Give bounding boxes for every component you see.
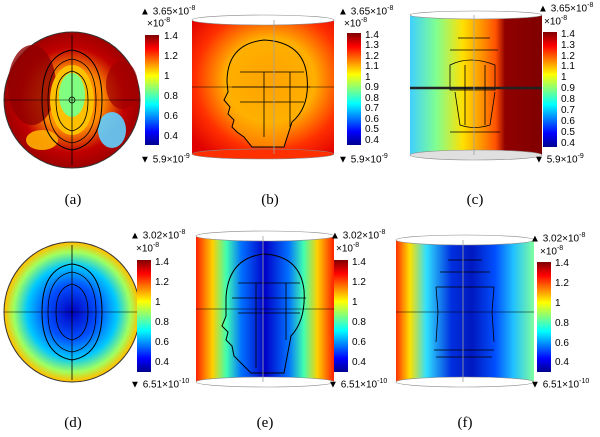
- tick-label: 0.4: [561, 138, 575, 149]
- tick-label: 0.4: [365, 135, 379, 146]
- tick-label: 0.9: [365, 82, 379, 93]
- tick-label: 1.3: [365, 40, 379, 51]
- multiplier: ×10: [147, 18, 164, 30]
- colorbar-gradient: [347, 33, 361, 145]
- tick-label: 0.8: [164, 91, 178, 102]
- tick-label: 1: [555, 298, 561, 309]
- tick-label: 0.5: [561, 127, 575, 138]
- max-value: 3.65: [152, 6, 173, 18]
- tick-label: 1.2: [352, 277, 366, 288]
- tick-label: 1.2: [164, 51, 178, 62]
- caption-e: (e): [256, 415, 274, 431]
- multiplier: ×10: [544, 16, 561, 28]
- max-marker-icon: ▲: [530, 233, 540, 245]
- tick-label: 1.2: [155, 277, 169, 288]
- tick-label: 0.8: [561, 94, 575, 105]
- max-marker-icon: ▲: [538, 3, 548, 15]
- multiplier: ×10: [540, 246, 557, 258]
- field-plot-f: [395, 234, 535, 388]
- min-value: 6.51: [542, 379, 563, 391]
- caption-b: (b): [261, 192, 279, 208]
- min-marker-icon: ▼: [130, 379, 140, 391]
- max-value: 3.02: [542, 233, 563, 245]
- field-plot-e: [195, 230, 335, 388]
- max-value: 3.02: [142, 230, 163, 242]
- tick-label: 0.9: [561, 83, 575, 94]
- tick-label: 1: [561, 72, 567, 83]
- min-marker-icon: ▼: [530, 379, 540, 391]
- tick-label: 1.2: [561, 51, 575, 62]
- tick-label: 1.3: [561, 40, 575, 51]
- tick-label: 1: [365, 72, 371, 83]
- tick-label: 0.8: [365, 93, 379, 104]
- tick-label: 0.6: [164, 111, 178, 122]
- multiplier: ×10: [344, 18, 361, 30]
- colorbar-gradient: [537, 262, 551, 372]
- tick-label: 1: [352, 297, 358, 308]
- max-value: 3.65: [550, 3, 571, 15]
- multiplier: ×10: [136, 243, 153, 255]
- tick-label: 0.4: [164, 131, 178, 142]
- multiplier: ×10: [336, 243, 353, 255]
- tick-label: 1.2: [365, 51, 379, 62]
- field-plot-c: [409, 10, 543, 161]
- min-value: 5.9: [546, 154, 561, 166]
- colorbar-gradient: [543, 32, 557, 147]
- field-plot-d: [3, 241, 141, 383]
- tick-label: 1.4: [561, 29, 575, 40]
- min-value: 6.51: [142, 379, 163, 391]
- max-value: 3.02: [342, 230, 363, 242]
- tick-label: 1.1: [561, 61, 575, 72]
- tick-label: 1.4: [155, 257, 169, 268]
- tick-label: 1: [164, 71, 170, 82]
- tick-label: 0.5: [365, 124, 379, 135]
- caption-f: (f): [457, 415, 473, 431]
- tick-label: 0.7: [365, 103, 379, 114]
- max-marker-icon: ▲: [130, 230, 140, 242]
- caption-c: (c): [466, 192, 484, 208]
- tick-label: 0.6: [155, 337, 169, 348]
- max-marker-icon: ▲: [338, 6, 348, 18]
- colorbar-gradient: [145, 35, 159, 145]
- tick-label: 0.6: [555, 338, 569, 349]
- tick-label: 0.8: [155, 317, 169, 328]
- min-marker-icon: ▼: [534, 154, 544, 166]
- tick-label: 1.4: [365, 30, 379, 41]
- tick-label: 1: [155, 297, 161, 308]
- tick-label: 1.4: [352, 257, 366, 268]
- tick-label: 1.1: [365, 61, 379, 72]
- tick-label: 1.2: [555, 278, 569, 289]
- colorbar-gradient: [334, 260, 348, 372]
- colorbar-gradient: [137, 260, 151, 372]
- max-marker-icon: ▲: [140, 6, 150, 18]
- tick-label: 1.4: [555, 258, 569, 269]
- min-value: 5.9: [152, 154, 167, 166]
- min-marker-icon: ▼: [328, 379, 338, 391]
- tick-label: 0.8: [555, 318, 569, 329]
- tick-label: 0.7: [561, 105, 575, 116]
- tick-label: 0.6: [365, 114, 379, 125]
- min-marker-icon: ▼: [338, 154, 348, 166]
- field-plot-a: [3, 31, 141, 169]
- tick-label: 0.6: [352, 337, 366, 348]
- caption-d: (d): [64, 415, 82, 431]
- min-value: 5.9: [350, 154, 365, 166]
- tick-label: 0.4: [155, 357, 169, 368]
- max-marker-icon: ▲: [330, 230, 340, 242]
- tick-label: 0.4: [352, 357, 366, 368]
- tick-label: 0.6: [561, 116, 575, 127]
- field-plot-b: [191, 14, 335, 160]
- min-marker-icon: ▼: [140, 154, 150, 166]
- tick-label: 1.4: [164, 31, 178, 42]
- tick-label: 0.8: [352, 317, 366, 328]
- min-value: 6.51: [340, 379, 361, 391]
- max-value: 3.65: [350, 6, 371, 18]
- tick-label: 0.4: [555, 357, 569, 368]
- caption-a: (a): [64, 192, 82, 208]
